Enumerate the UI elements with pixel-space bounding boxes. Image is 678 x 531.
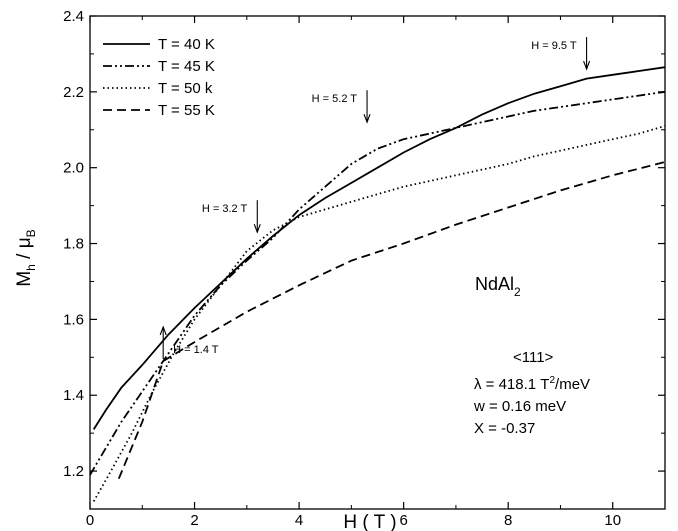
ticks-layer: 0 2 4 6 8 10 1.2 1.4 1.6 1.8 2.0 2.2 2.4 — [63, 8, 666, 529]
y-axis-title-main: M — [14, 271, 35, 287]
annotation-label-2: H = 3.2 T — [202, 203, 248, 215]
x-tick-label: 4 — [295, 512, 303, 529]
annotation-label-1: H = 1.4 T — [173, 344, 219, 356]
legend-label-4: T = 55 K — [158, 102, 215, 119]
y-tick-label: 2.4 — [63, 8, 84, 25]
legend-label-2: T = 45 K — [158, 58, 215, 75]
plot-frame — [89, 15, 666, 510]
annotation-arrow-head — [583, 60, 591, 71]
y-axis-title-sub2: B — [24, 229, 38, 237]
param-w: w = 0.16 meV — [473, 398, 566, 415]
y-axis-title: Mh / μB — [14, 229, 38, 286]
annotation-label-4: H = 9.5 T — [531, 40, 577, 52]
annotation-layer: H = 1.4 T H = 3.2 T H = 5.2 T H = 9.5 T — [159, 37, 591, 359]
y-axis-title-sub1: h — [24, 264, 38, 271]
annotation-arrow-head — [363, 113, 371, 124]
param-lambda-prefix: λ = 418.1 T — [474, 376, 549, 393]
x-tick-label: 10 — [604, 512, 621, 529]
x-tick-label: 0 — [86, 512, 94, 529]
param-lambda-sup: 2 — [549, 375, 555, 386]
y-tick-label: 1.8 — [63, 236, 84, 253]
annotation-label-3: H = 5.2 T — [312, 93, 358, 105]
y-tick-label: 2.2 — [63, 84, 84, 101]
param-direction: <111> — [513, 349, 554, 366]
y-tick-label: 2.0 — [63, 160, 84, 177]
material-label: NdAl2 — [475, 274, 521, 299]
annotation-arrow-head — [159, 325, 167, 336]
y-tick-label: 1.6 — [63, 311, 84, 328]
material-label-sub: 2 — [514, 285, 521, 299]
series-line-1 — [92, 66, 666, 430]
series-layer — [89, 66, 666, 502]
x-tick-label: 8 — [504, 512, 512, 529]
y-axis-title-mid: / μ — [14, 237, 35, 264]
param-lambda: λ = 418.1 T2/meV — [474, 375, 590, 393]
annotation-arrow-head — [253, 223, 261, 234]
material-label-main: NdAl — [475, 274, 514, 294]
x-tick-label: 2 — [190, 512, 198, 529]
series-line-2 — [89, 90, 666, 476]
series-line-4 — [117, 161, 666, 480]
param-x: X = -0.37 — [474, 420, 535, 437]
legend: T = 40 K T = 45 K T = 50 k T = 55 K — [103, 36, 215, 119]
x-axis-title: H ( T ) — [343, 512, 396, 531]
series-line-3 — [92, 125, 666, 502]
legend-label-3: T = 50 k — [158, 80, 213, 97]
legend-label-1: T = 40 K — [158, 36, 215, 53]
param-lambda-suffix: /meV — [555, 376, 590, 393]
y-tick-label: 1.2 — [63, 463, 84, 480]
y-tick-label: 1.4 — [63, 387, 84, 404]
x-tick-label: 6 — [399, 512, 407, 529]
